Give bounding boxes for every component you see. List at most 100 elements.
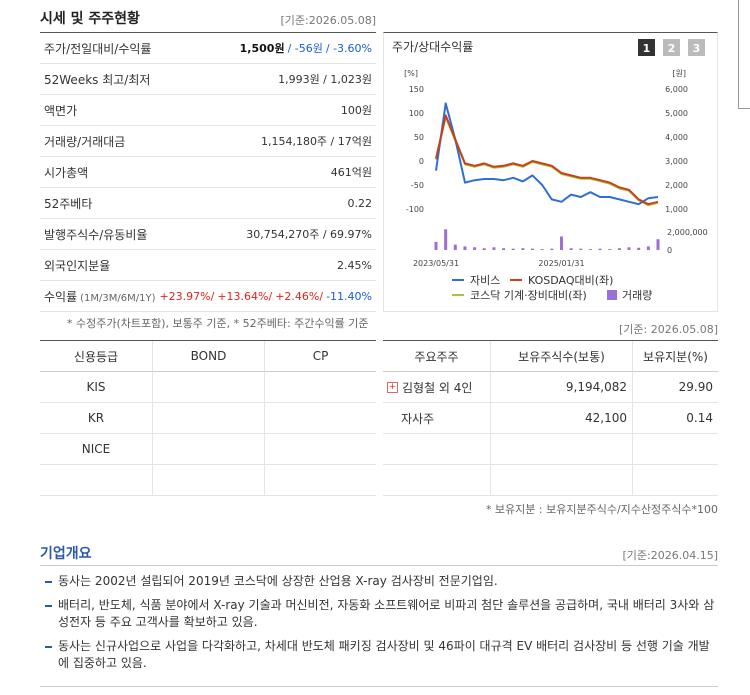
value-part: +13.64%/ <box>217 289 273 303</box>
date-label: [기준:2026.05.08] <box>280 14 376 27</box>
value-part: 100원 <box>340 104 372 117</box>
value-part: / -3.60% <box>325 42 372 55</box>
header-cell: BOND <box>152 341 264 372</box>
volume-bar <box>588 249 592 250</box>
chart-tab[interactable] <box>663 39 680 56</box>
volume-bar <box>444 229 448 250</box>
legend-label: 거래량 <box>622 289 652 302</box>
volume-tick-label: 2,000,000 <box>667 228 708 237</box>
y2-tick-label: 1,000 <box>665 205 688 214</box>
table-cell: 0.14 <box>632 403 718 434</box>
row-value: 1,993원 / 1,023원 <box>278 71 376 87</box>
volume-bar <box>540 249 544 250</box>
y2-tick-label: 2,000 <box>665 181 688 190</box>
table-cell <box>152 372 264 403</box>
y-tick-label: 150 <box>409 85 424 94</box>
table-top-border <box>40 340 376 341</box>
volume-bar <box>521 248 525 250</box>
cell-text: 자사주 <box>401 411 435 426</box>
table-cell <box>383 465 490 496</box>
cell-text: 29.90 <box>678 380 713 394</box>
label-text: 수익률 <box>44 289 78 304</box>
series-line <box>435 102 659 206</box>
table-cell: + 김형철 외 4인 <box>383 372 490 403</box>
volume-bar <box>569 248 573 250</box>
volume-bar <box>482 248 486 250</box>
value-part: 2.45% <box>337 258 372 272</box>
quote-row: 액면가 100원 <box>40 95 376 126</box>
value-part: 1,500원 <box>239 42 285 55</box>
row-value: 0.22 <box>348 197 377 210</box>
quote-row: 외국인지분율 2.45% <box>40 250 376 281</box>
y-tick-label: 100 <box>409 109 424 118</box>
chart-tab[interactable] <box>638 39 655 56</box>
bullet-dash <box>45 646 52 648</box>
label-text: 발행주식수/유동비율 <box>44 227 148 242</box>
volume-bar <box>492 247 496 250</box>
row-label: 52Weeks 최고/최저 <box>40 71 150 88</box>
footnote: * 수정주가(차트포함), 보통주 기준, * 52주베타: 주간수익률 기준 <box>67 317 369 330</box>
header-cell: 신용등급 <box>40 341 152 372</box>
volume-bar <box>453 244 457 250</box>
table-cell <box>264 403 376 434</box>
row-label: 거래량/거래대금 <box>40 133 125 150</box>
table-cell <box>264 372 376 403</box>
table-cell <box>152 403 264 434</box>
value-part: +23.97%/ <box>159 289 215 303</box>
row-value: 1,154,180주 / 17억원 <box>261 133 376 149</box>
table-cell: KIS <box>40 372 152 403</box>
table-cell <box>152 434 264 465</box>
row-value: 30,754,270주 / 69.97% <box>246 226 376 242</box>
volume-bar <box>559 236 563 250</box>
row-value: 461억원 <box>331 164 376 180</box>
value-part: / -56원 <box>287 42 323 55</box>
y-tick-label: 0 <box>419 157 424 166</box>
chart-title: 주가/상대수익률 <box>392 40 473 54</box>
date-label: [기준:2026.04.15] <box>622 549 718 562</box>
chart-tab[interactable] <box>688 39 705 56</box>
table-cell <box>383 434 490 465</box>
table-cell <box>490 434 632 465</box>
row-label: 액면가 <box>40 102 77 119</box>
table-top-border <box>40 32 376 33</box>
volume-bar <box>637 247 641 250</box>
y2-tick-label: 6,000 <box>665 85 688 94</box>
row-label: 외국인지분율 <box>40 257 110 274</box>
value-part: +2.46%/ <box>275 289 324 303</box>
legend-label: 코스닥 기계·장비대비(좌) <box>470 289 587 302</box>
value-part: -11.40% <box>326 289 372 303</box>
y-tick-label: -100 <box>406 205 424 214</box>
table-cell <box>490 465 632 496</box>
table-cell: 29.90 <box>632 372 718 403</box>
table-cell <box>632 434 718 465</box>
chart-tab-label[interactable]: 3 <box>693 42 701 55</box>
header-cell: CP <box>264 341 376 372</box>
overview-item: 동사는 신규사업으로 사업을 다각화하고, 차세대 반도체 패키징 검사장비 및… <box>58 639 710 670</box>
quote-row: 거래량/거래대금 1,154,180주 / 17억원 <box>40 126 376 157</box>
row-label: 시가총액 <box>40 164 88 181</box>
legend-label: 자비스 <box>470 274 500 287</box>
legend-label: KOSDAQ대비(좌) <box>528 274 613 287</box>
label-text: 주가/전일대비/수익률 <box>44 41 152 56</box>
legend-swatch <box>607 290 617 300</box>
table-cell: KR <box>40 403 152 434</box>
chart-tab-label[interactable]: 1 <box>643 42 651 55</box>
cell-text: KIS <box>86 380 106 394</box>
expand-icon[interactable]: + <box>387 381 398 393</box>
value-part: 30,754,270주 / 69.97% <box>246 228 372 241</box>
table-cell <box>632 465 718 496</box>
cell-text: 9,194,082 <box>565 380 627 394</box>
volume-tick-label: 0 <box>667 246 672 255</box>
divider <box>40 565 718 566</box>
table-cell: NICE <box>40 434 152 465</box>
row-label: 발행주식수/유동비율 <box>40 226 147 243</box>
volume-bar <box>617 248 621 250</box>
chart-tab-label[interactable]: 2 <box>668 42 676 55</box>
cell-text: 0.14 <box>686 411 713 425</box>
quote-row: 발행주식수/유동비율 30,754,270주 / 69.97% <box>40 219 376 250</box>
quote-row: 시가총액 461억원 <box>40 157 376 188</box>
divider <box>40 686 718 687</box>
table-cell: 42,100 <box>490 403 632 434</box>
table-cell <box>264 434 376 465</box>
